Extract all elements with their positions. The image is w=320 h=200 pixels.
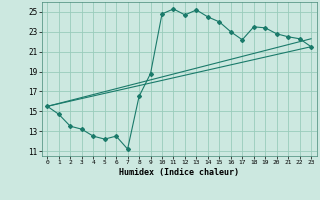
X-axis label: Humidex (Indice chaleur): Humidex (Indice chaleur): [119, 168, 239, 177]
